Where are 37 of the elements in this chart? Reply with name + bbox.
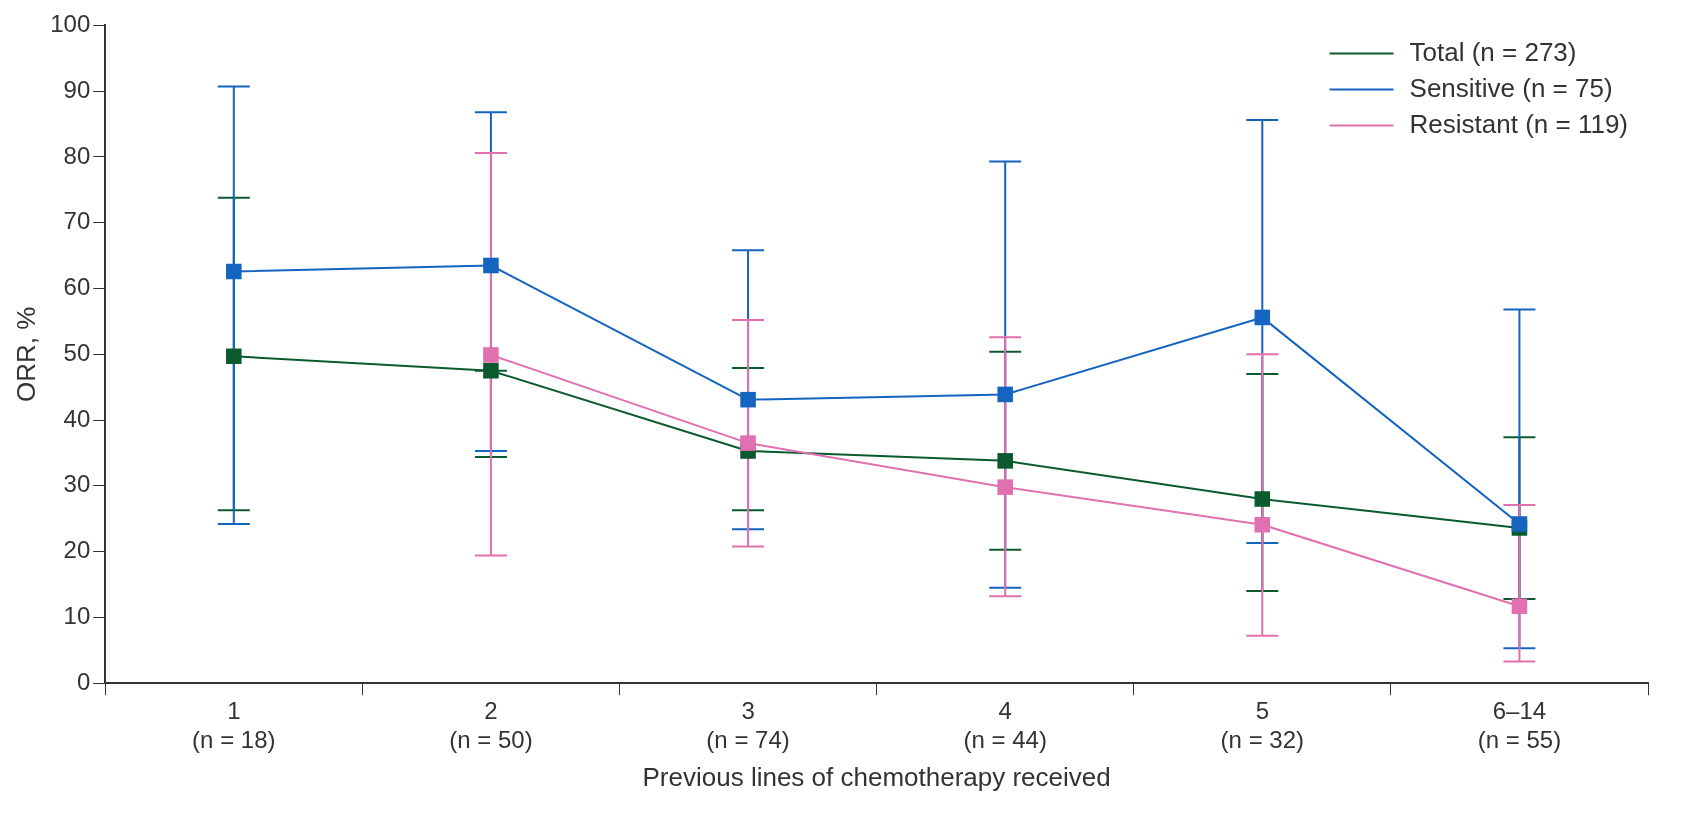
point <box>1254 309 1271 326</box>
x-tick-label: 1 (n = 18) <box>192 697 276 754</box>
legend-label: Total (n = 273) <box>1409 36 1577 67</box>
point <box>1254 516 1271 533</box>
y-tick-label: 10 <box>63 602 91 630</box>
x-tick-label: 5 (n = 32) <box>1220 697 1305 754</box>
y-tick-label: 90 <box>63 75 91 103</box>
point <box>740 435 756 451</box>
x-tick-label: 2 (n = 50) <box>449 697 533 754</box>
y-axis-title: ORR, % <box>10 306 41 402</box>
y-tick-label: 20 <box>63 536 91 564</box>
legend-label: Sensitive (n = 75) <box>1409 72 1613 103</box>
x-tick-label: 6–14 (n = 55) <box>1477 697 1562 754</box>
y-tick-label: 40 <box>63 404 91 432</box>
y-tick-label: 0 <box>76 667 91 695</box>
y-tick-label: 60 <box>63 273 91 301</box>
point <box>997 479 1013 495</box>
y-tick-label: 100 <box>50 10 91 38</box>
legend-label: Resistant (n = 119) <box>1409 108 1629 139</box>
point <box>226 263 242 280</box>
point <box>997 386 1013 403</box>
point <box>483 347 499 363</box>
y-tick-label: 80 <box>63 141 91 169</box>
point <box>483 257 499 274</box>
point <box>483 362 499 379</box>
x-axis-title: Previous lines of chemotherapy received <box>642 761 1111 792</box>
point <box>740 391 756 408</box>
y-tick-label: 30 <box>63 470 91 498</box>
y-tick-label: 50 <box>63 338 91 366</box>
point <box>226 348 242 365</box>
y-tick-label: 70 <box>63 207 91 235</box>
x-tick-label: 3 (n = 74) <box>706 697 790 754</box>
point <box>997 453 1013 469</box>
x-tick-label: 4 (n = 44) <box>963 697 1047 754</box>
point <box>1511 598 1528 615</box>
point <box>1254 491 1271 507</box>
point <box>1511 516 1528 532</box>
